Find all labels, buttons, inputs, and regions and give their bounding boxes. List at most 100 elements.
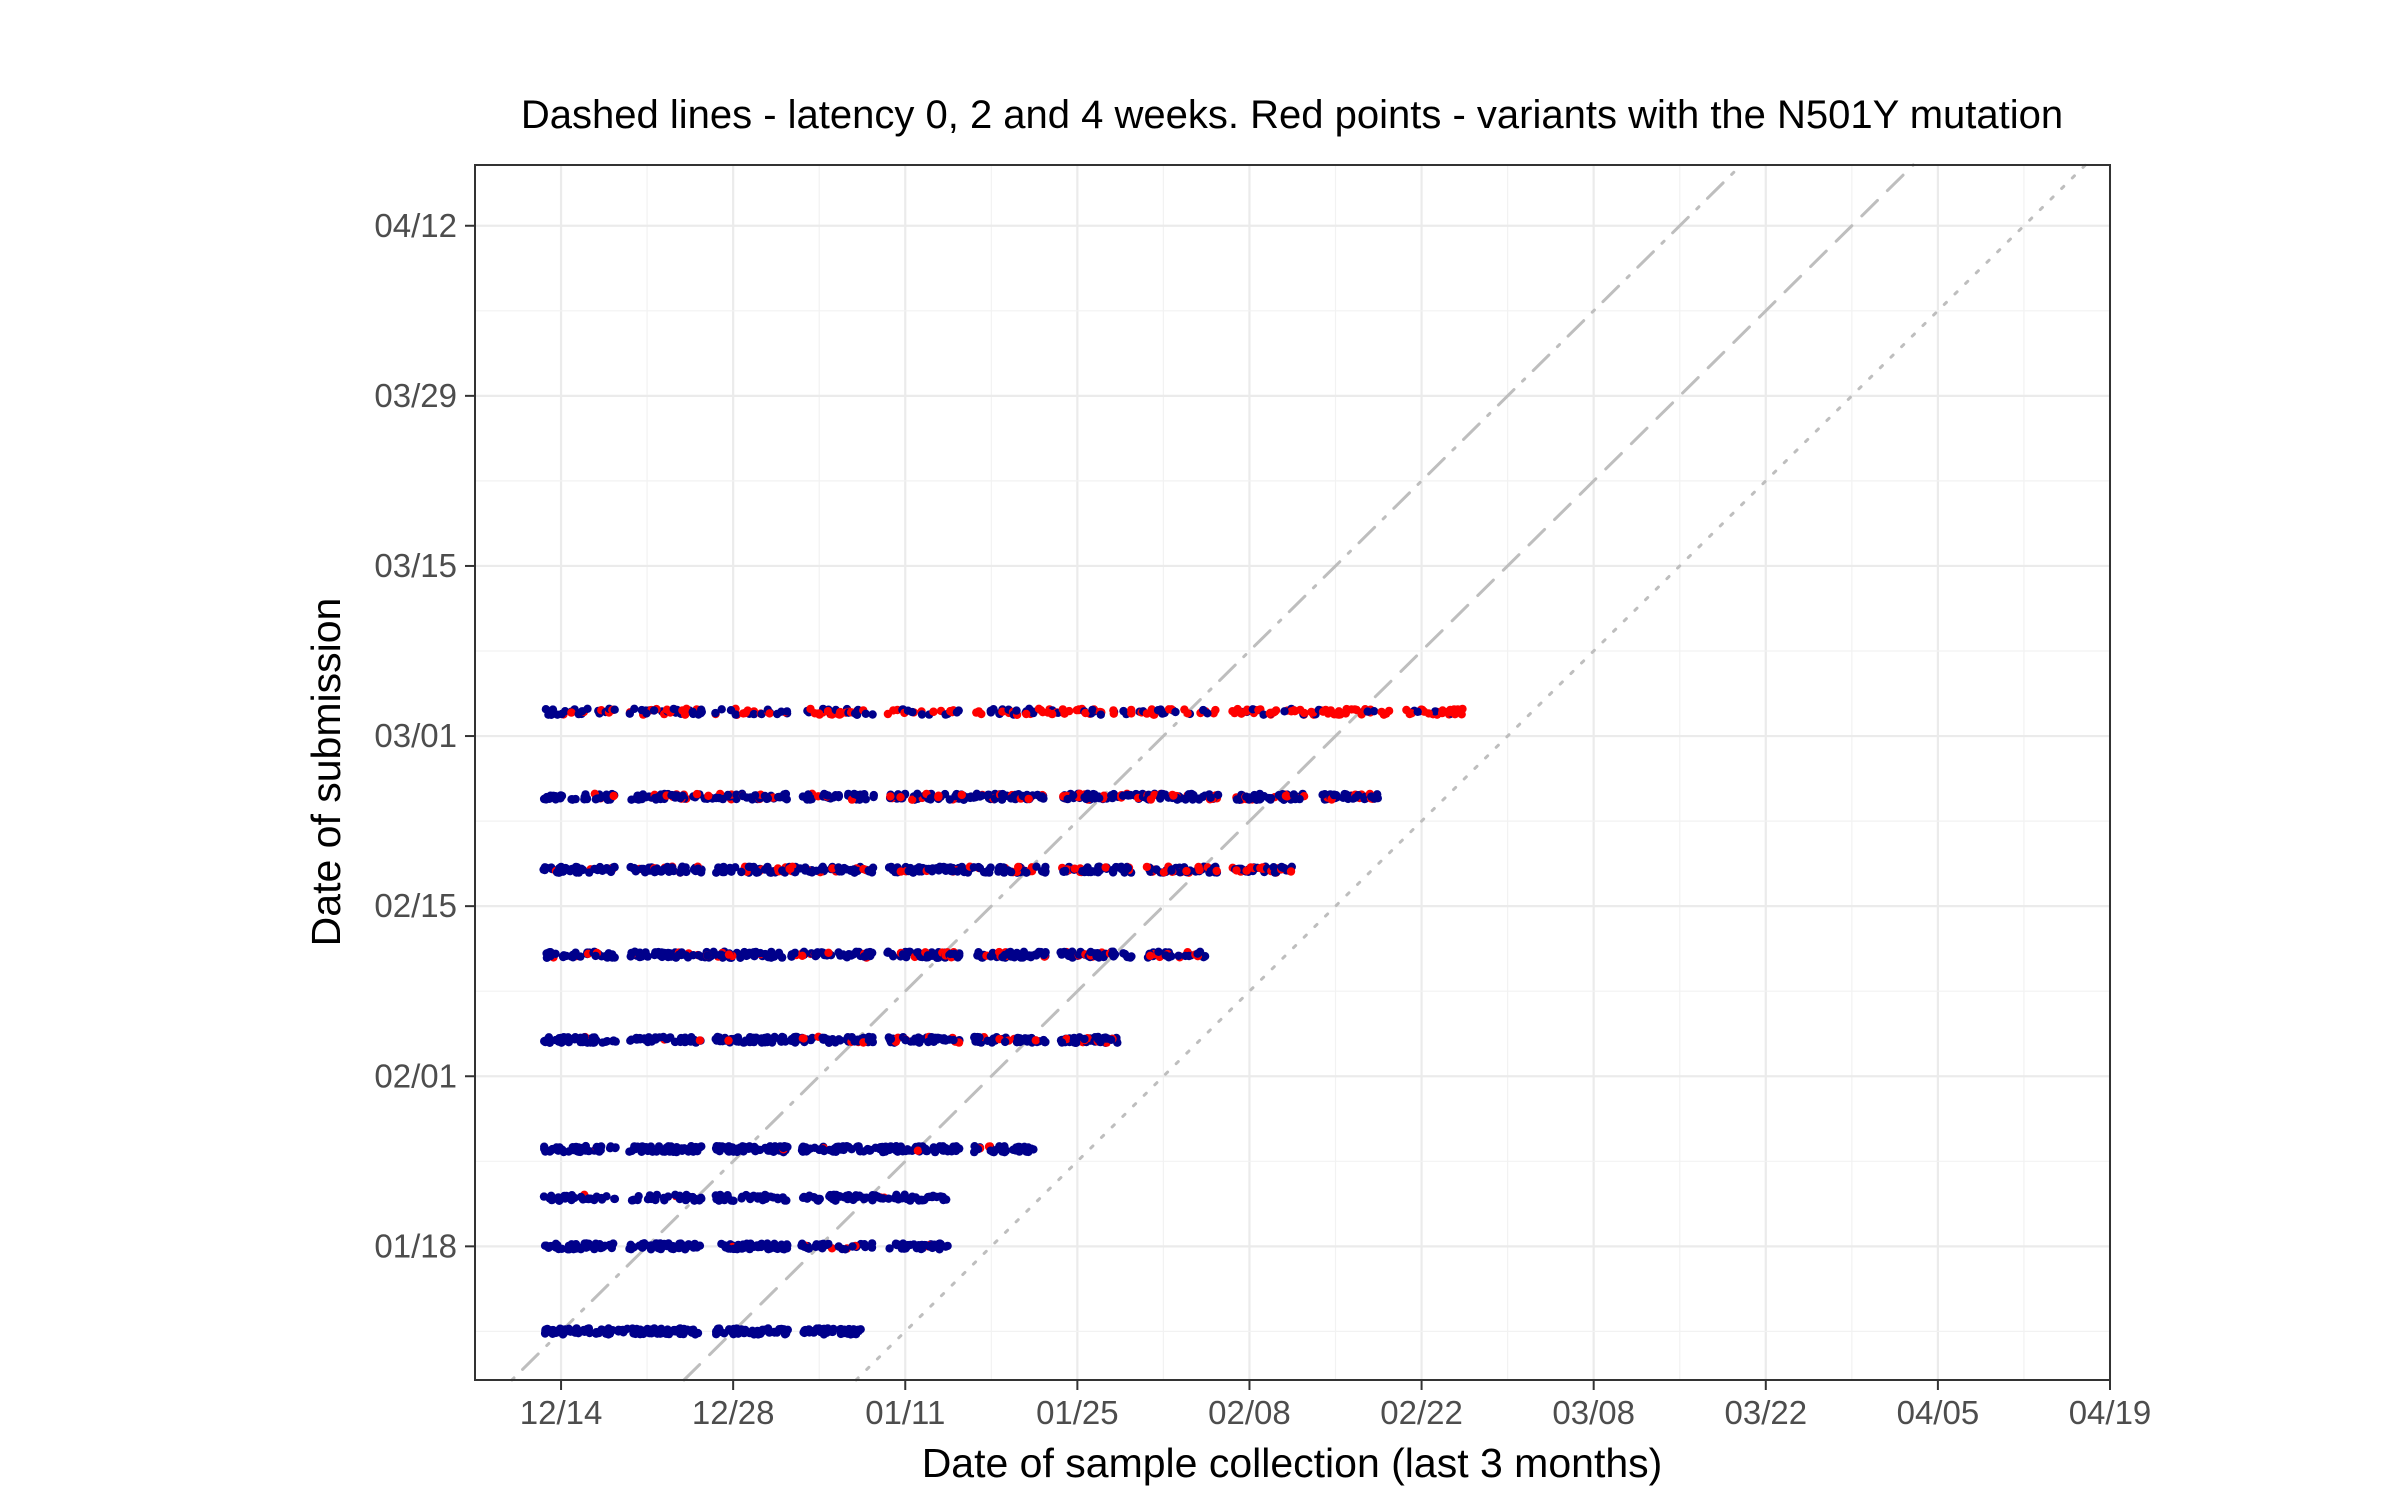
data-point xyxy=(779,1143,788,1153)
data-point xyxy=(909,868,918,877)
data-point xyxy=(1156,794,1165,803)
data-point xyxy=(777,707,786,716)
data-point xyxy=(752,1328,761,1337)
data-point xyxy=(629,1195,638,1205)
data-point xyxy=(602,864,611,873)
data-point-n501y xyxy=(786,864,795,873)
data-point-n501y xyxy=(908,795,917,804)
data-point xyxy=(923,951,933,960)
data-point xyxy=(1174,951,1183,960)
data-point-n501y xyxy=(836,707,845,717)
data-point xyxy=(543,1327,552,1336)
data-point xyxy=(761,1036,770,1045)
data-point xyxy=(834,1035,844,1044)
data-point-n501y xyxy=(1377,707,1386,717)
data-point xyxy=(938,1144,947,1153)
data-point xyxy=(652,1239,661,1248)
data-point xyxy=(663,952,673,962)
data-point xyxy=(1029,1145,1038,1154)
data-point xyxy=(1203,709,1212,718)
data-point xyxy=(560,707,570,716)
y-tick-label: 03/15 xyxy=(374,547,457,584)
data-point xyxy=(676,794,685,803)
data-point-n501y xyxy=(1424,709,1433,718)
data-point xyxy=(1156,705,1165,714)
x-tick-label: 04/19 xyxy=(2069,1394,2152,1431)
data-point xyxy=(850,868,859,877)
data-point xyxy=(563,1033,573,1042)
data-point xyxy=(805,867,814,876)
data-point xyxy=(646,1142,656,1151)
data-point xyxy=(812,866,821,875)
data-point xyxy=(997,795,1007,804)
data-point xyxy=(762,1326,771,1335)
data-point xyxy=(694,1195,704,1204)
data-point-n501y xyxy=(1101,863,1110,872)
reference-line-4-weeks xyxy=(510,163,1743,1382)
x-tick-label: 12/14 xyxy=(520,1394,603,1431)
data-point xyxy=(723,1193,733,1202)
data-point xyxy=(724,1147,733,1156)
data-point xyxy=(949,1145,958,1154)
y-tick-label: 02/01 xyxy=(374,1057,457,1094)
data-point xyxy=(606,1242,616,1252)
data-point xyxy=(1080,793,1089,802)
y-axis-title: Date of submission xyxy=(303,598,349,947)
data-point xyxy=(1032,862,1041,871)
data-point xyxy=(826,1193,836,1202)
data-point xyxy=(588,1038,598,1047)
data-point xyxy=(1095,794,1104,803)
data-point xyxy=(630,1142,639,1151)
x-tick-label: 01/25 xyxy=(1036,1394,1119,1431)
data-point xyxy=(787,951,796,961)
data-point xyxy=(950,949,959,958)
data-point xyxy=(540,863,550,872)
data-point xyxy=(582,1239,591,1248)
data-point xyxy=(625,709,634,718)
x-tick-label: 03/22 xyxy=(1724,1394,1807,1431)
data-point xyxy=(1213,790,1223,800)
data-point xyxy=(750,1242,759,1251)
data-point xyxy=(1020,1034,1030,1043)
data-point xyxy=(717,705,726,714)
y-axis: 01/18 02/01 02/15 03/01 03/15 03/29 04/12 xyxy=(374,207,475,1264)
data-point xyxy=(806,1035,815,1045)
data-point-n501y xyxy=(1159,868,1169,877)
data-point xyxy=(1318,790,1327,799)
data-point xyxy=(1037,792,1047,801)
data-point-n501y xyxy=(1194,862,1203,872)
data-point xyxy=(576,952,585,961)
data-point xyxy=(1351,793,1360,802)
plot-panel xyxy=(475,165,2110,1380)
data-point xyxy=(1007,951,1016,961)
data-point xyxy=(611,1143,620,1152)
data-point xyxy=(593,794,602,803)
data-point-n501y xyxy=(799,1034,808,1043)
data-point xyxy=(655,1033,664,1042)
data-point xyxy=(1370,794,1379,803)
data-point xyxy=(1295,794,1304,804)
data-point xyxy=(609,1036,618,1045)
data-point-n501y xyxy=(1269,708,1278,717)
data-point xyxy=(867,1243,877,1252)
data-point xyxy=(637,864,646,874)
data-point xyxy=(757,709,766,719)
data-point-n501y xyxy=(913,1146,923,1155)
chart-title: Dashed lines - latency 0, 2 and 4 weeks.… xyxy=(521,93,2063,137)
data-point xyxy=(884,1194,893,1203)
data-point xyxy=(689,1325,698,1334)
x-tick-label: 02/22 xyxy=(1380,1394,1463,1431)
data-point xyxy=(676,1037,685,1047)
data-point xyxy=(1171,707,1180,717)
data-point xyxy=(1069,791,1078,800)
data-point xyxy=(811,949,820,958)
data-point xyxy=(1181,951,1190,961)
data-point xyxy=(564,1241,573,1251)
data-point xyxy=(553,1035,562,1045)
data-point xyxy=(591,1239,600,1248)
data-point xyxy=(678,862,687,871)
data-point xyxy=(752,868,761,877)
data-point xyxy=(1057,1038,1067,1047)
data-point xyxy=(840,863,849,873)
data-point xyxy=(933,1033,943,1043)
